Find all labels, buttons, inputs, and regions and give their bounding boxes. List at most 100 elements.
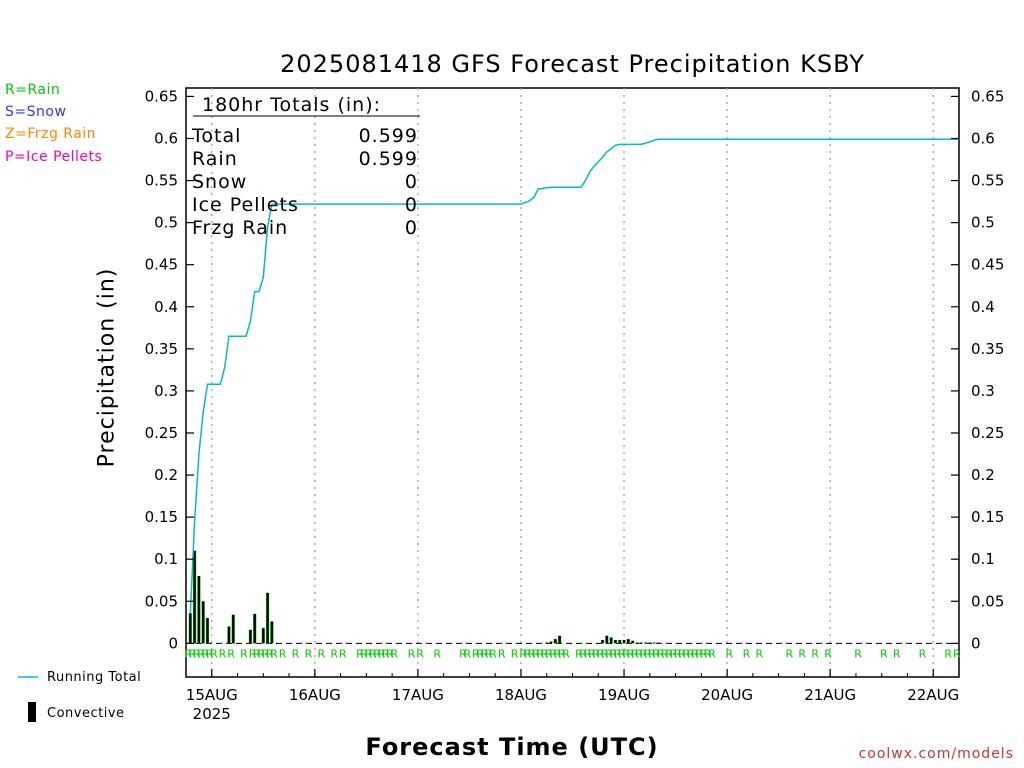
precip-type-mark: R [944, 647, 952, 660]
precip-type-mark: R [498, 647, 506, 660]
precip-type-mark: R [541, 647, 549, 660]
precip-type-mark: R [262, 647, 270, 660]
y-tick-label-right: 0.55 [971, 172, 1004, 190]
precip-type-mark: R [635, 647, 643, 660]
convective-bar [206, 618, 209, 644]
convective-bar [618, 639, 621, 644]
precip-type-mark: R [489, 647, 497, 660]
precip-type-mark: R [485, 647, 493, 660]
precip-type-mark: R [270, 647, 278, 660]
convective-bar [227, 626, 231, 644]
precip-type-mark: R [524, 647, 532, 660]
y-tick-label-right: 0.5 [971, 214, 995, 232]
y-tick-label-left: 0.35 [145, 340, 178, 358]
x-tick-label: 15AUG [186, 686, 238, 704]
y-tick-label-left: 0.25 [145, 424, 178, 442]
precip-type-mark: R [279, 647, 287, 660]
precip-type-mark: R [648, 647, 656, 660]
ptype-key-rain: R=Rain [5, 82, 61, 98]
precip-type-mark: R [588, 647, 596, 660]
y-tick-label-right: 0.45 [971, 256, 1004, 274]
y-tick-label-right: 0.3 [971, 382, 995, 400]
precip-type-mark: R [481, 647, 489, 660]
precip-type-mark: R [257, 647, 265, 660]
convective-bar [545, 642, 548, 644]
ptype-key-freezing-rain: Z=Frzg Rain [5, 126, 97, 142]
precip-type-mark: R [558, 647, 566, 660]
precip-type-mark: R [743, 647, 751, 660]
totals-ice-pellets-value: 0 [405, 194, 418, 216]
precip-type-mark: R [292, 647, 300, 660]
precip-type-mark: R [880, 647, 888, 660]
totals-rain-value: 0.599 [359, 148, 418, 170]
precip-type-mark: R [339, 647, 347, 660]
y-tick-label-left: 0.4 [154, 298, 178, 316]
precip-type-mark: R [511, 647, 519, 660]
totals-snow-label: Snow [192, 171, 247, 193]
precip-type-mark: R [219, 647, 227, 660]
precip-type-mark: R [579, 647, 587, 660]
precip-type-mark: R [463, 647, 471, 660]
running-total-line [189, 138, 959, 614]
convective-bar [232, 614, 235, 644]
precip-type-mark: R [545, 647, 553, 660]
y-tick-label-right: 0.1 [971, 550, 995, 568]
precip-type-mark: R [390, 647, 398, 660]
precip-type-mark: R [193, 647, 201, 660]
x-tick-label: 17AUG [392, 686, 444, 704]
y-tick-label-left: 0.2 [154, 466, 178, 484]
totals-freezing-rain-label: Frzg Rain [192, 217, 288, 239]
precip-type-mark: R [691, 647, 699, 660]
precip-type-mark: R [532, 647, 540, 660]
totals-header: 180hr Totals (in): [202, 94, 381, 116]
convective-bar [605, 635, 608, 644]
precip-type-mark: R [652, 647, 660, 660]
precip-type-mark: R [584, 647, 592, 660]
y-tick-label-left: 0.3 [154, 382, 178, 400]
precip-type-mark: R [472, 647, 480, 660]
convective-bar [266, 592, 269, 644]
precip-type-mark: R [678, 647, 686, 660]
precip-type-mark: R [708, 647, 716, 660]
x-tick-label: 20AUG [701, 686, 753, 704]
x-tick-label: 22AUG [907, 686, 959, 704]
precip-type-mark: R [605, 647, 613, 660]
precip-type-mark: R [622, 647, 630, 660]
legend-convective: Convective [47, 706, 125, 721]
x-axis-label-text: Forecast Time (UTC) [365, 733, 659, 761]
convective-bar [610, 637, 613, 644]
convective-bar [627, 639, 630, 644]
precip-type-mark: R [416, 647, 424, 660]
legend-running-total: Running Total [47, 670, 142, 685]
precip-type-mark: R [408, 647, 416, 660]
precip-type-mark: R [386, 647, 394, 660]
convective-bar [657, 642, 660, 644]
convective-bar [558, 635, 561, 644]
y-tick-label-right: 0 [971, 634, 981, 652]
precip-type-mark: R [519, 647, 527, 660]
precip-type-mark: R [893, 647, 901, 660]
convective-bar [262, 628, 265, 644]
precip-type-mark: R [661, 647, 669, 660]
precip-type-mark: R [674, 647, 682, 660]
precip-type-mark: R [240, 647, 248, 660]
convective-legend-swatch [28, 702, 36, 722]
convective-bar [554, 639, 557, 644]
y-tick-label-left: 0.05 [145, 592, 178, 610]
x-tick-label: 18AUG [495, 686, 547, 704]
totals-total-value: 0.599 [359, 125, 418, 147]
convective-bar [202, 601, 205, 644]
totals-freezing-rain-value: 0 [405, 217, 418, 239]
precip-type-mark: R [618, 647, 626, 660]
totals-snow-value: 0 [405, 171, 418, 193]
precip-type-mark: R [919, 647, 927, 660]
precip-type-mark: R [824, 647, 832, 660]
precip-type-mark: R [700, 647, 708, 660]
x-tick-label: 21AUG [804, 686, 856, 704]
precip-type-mark: R [476, 647, 484, 660]
x-tick-label: 19AUG [598, 686, 650, 704]
y-tick-label-right: 0.15 [971, 508, 1004, 526]
precip-type-mark: R [528, 647, 536, 660]
precip-type-mark: R [631, 647, 639, 660]
precip-type-mark: R [189, 647, 197, 660]
